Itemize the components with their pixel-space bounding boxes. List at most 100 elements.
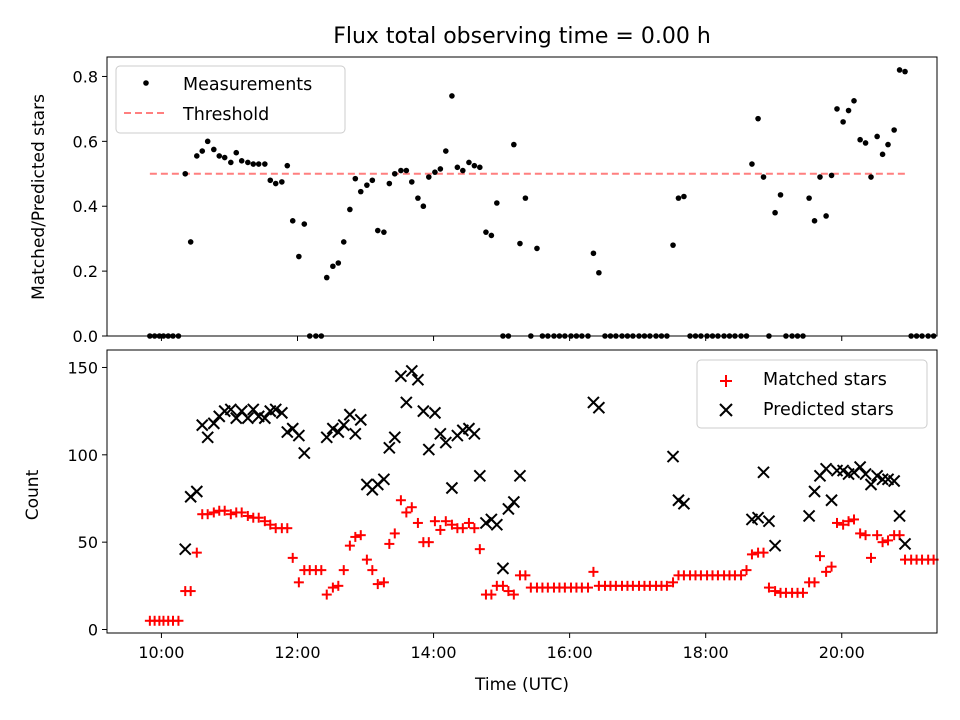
measurement-point bbox=[596, 269, 602, 276]
predicted-star-point bbox=[411, 373, 425, 386]
measurement-point bbox=[323, 274, 330, 281]
bottom-axes-frame bbox=[106, 349, 938, 634]
x-tick-label: 16:00 bbox=[547, 643, 593, 662]
matched-star-point bbox=[855, 528, 866, 539]
matched-star-point bbox=[520, 570, 531, 581]
predicted-star-point bbox=[383, 441, 396, 455]
measurement-point bbox=[840, 119, 846, 125]
matched-star-point bbox=[469, 523, 480, 534]
measurement-point bbox=[885, 141, 891, 148]
measurement-point bbox=[403, 167, 410, 174]
matched-star-point bbox=[395, 495, 406, 506]
predicted-star-point bbox=[473, 469, 487, 482]
x-tick-label: 10:00 bbox=[138, 643, 184, 662]
legend-matched-label: Matched stars bbox=[763, 370, 887, 390]
top-legend: Measurements Threshold bbox=[115, 65, 346, 134]
predicted-star-point bbox=[490, 518, 504, 531]
predicted-star-point bbox=[377, 473, 391, 486]
matched-star-point bbox=[350, 531, 361, 542]
matched-star-point bbox=[236, 507, 247, 518]
matched-star-point bbox=[344, 540, 355, 551]
matched-star-point bbox=[208, 507, 219, 518]
measurement-point bbox=[590, 250, 597, 257]
predicted-star-point bbox=[439, 436, 453, 449]
top-legend-box bbox=[115, 65, 346, 134]
predicted-star-point bbox=[762, 514, 776, 528]
predicted-star-point bbox=[196, 418, 209, 432]
measurement-point bbox=[817, 174, 823, 180]
matched-star-point bbox=[809, 577, 820, 588]
predicted-star-point bbox=[179, 542, 192, 556]
measurement-point bbox=[364, 182, 370, 188]
predicted-star-point bbox=[479, 516, 493, 530]
legend-predicted-marker bbox=[719, 403, 733, 417]
measurement-point bbox=[255, 161, 262, 167]
matched-star-point bbox=[860, 530, 871, 541]
predicted-star-point bbox=[898, 537, 912, 551]
predicted-star-point bbox=[343, 408, 357, 421]
predicted-star-point bbox=[320, 431, 333, 444]
matched-star-point bbox=[253, 512, 264, 523]
top-y-ticks: 0.0 0.2 0.4 0.6 0.8 bbox=[73, 67, 107, 346]
chart-title: Flux total observing time = 0.00 h bbox=[333, 24, 711, 49]
matched-star-point bbox=[185, 586, 196, 597]
predicted-star-point bbox=[468, 427, 481, 441]
measurement-point bbox=[874, 133, 880, 140]
measurement-point bbox=[522, 195, 529, 201]
matched-star-point bbox=[831, 517, 842, 528]
measurement-point bbox=[845, 107, 852, 114]
measurement-point bbox=[902, 68, 908, 75]
measurement-point bbox=[454, 164, 461, 171]
x-tick-label: 18:00 bbox=[683, 643, 729, 662]
measurement-point bbox=[284, 162, 291, 169]
predicted-star-point bbox=[672, 494, 685, 507]
matched-star-point bbox=[423, 537, 434, 548]
predicted-star-point bbox=[666, 450, 680, 463]
measurement-point bbox=[408, 179, 415, 185]
y-tick-label: 0.4 bbox=[73, 197, 98, 216]
bottom-legend-box bbox=[696, 359, 928, 429]
measurement-point bbox=[330, 263, 336, 270]
matched-star-point bbox=[508, 589, 519, 600]
matched-star-point bbox=[321, 589, 332, 600]
top-y-axis-label: Matched/Predicted stars bbox=[29, 94, 49, 300]
y-tick-label: 150 bbox=[67, 358, 98, 377]
matched-star-point bbox=[763, 582, 774, 593]
matched-star-point bbox=[668, 577, 679, 588]
measurement-point bbox=[534, 245, 540, 252]
measurement-point bbox=[216, 153, 223, 159]
predicted-star-point bbox=[394, 369, 408, 383]
measurement-point bbox=[233, 149, 240, 156]
matched-star-point bbox=[741, 565, 752, 576]
measurement-point bbox=[896, 67, 903, 73]
predicted-star-point bbox=[864, 478, 878, 491]
measurement-point bbox=[443, 148, 449, 154]
bottom-x-ticks: 10:00 12:00 14:00 16:00 18:00 20:00 bbox=[138, 633, 865, 662]
matched-star-point bbox=[758, 547, 769, 558]
matched-star-point bbox=[316, 565, 327, 576]
measurement-point bbox=[772, 209, 778, 216]
matched-star-point bbox=[797, 587, 808, 598]
measurement-point bbox=[471, 162, 478, 169]
matched-star-point bbox=[242, 510, 253, 521]
matched-star-point bbox=[866, 552, 877, 563]
matched-star-point bbox=[173, 615, 184, 626]
measurement-point bbox=[267, 177, 274, 184]
measurement-point bbox=[386, 180, 393, 187]
y-tick-label: 50 bbox=[78, 533, 98, 552]
measurement-point bbox=[483, 229, 489, 235]
matched-star-point bbox=[872, 530, 883, 541]
measurement-point bbox=[749, 161, 755, 167]
matched-star-point bbox=[877, 537, 888, 548]
predicted-star-point bbox=[802, 509, 816, 523]
matched-star-point bbox=[814, 551, 825, 562]
predicted-star-point bbox=[405, 364, 418, 378]
measurement-point bbox=[187, 239, 194, 245]
measurement-point bbox=[879, 151, 886, 158]
measurement-point bbox=[675, 195, 682, 201]
matched-star-point bbox=[355, 530, 366, 541]
predicted-star-point bbox=[836, 464, 850, 477]
y-tick-label: 0.6 bbox=[73, 132, 98, 151]
measurement-point bbox=[862, 140, 869, 146]
matched-star-point bbox=[338, 565, 349, 576]
